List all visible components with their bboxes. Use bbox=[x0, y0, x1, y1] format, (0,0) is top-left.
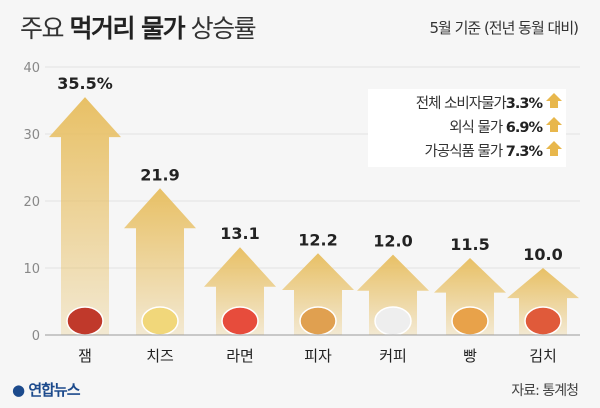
subtitle: 5월 기준 (전년 동월 대비) bbox=[429, 19, 579, 37]
bar-arrow bbox=[434, 257, 506, 335]
category-label: 김치 bbox=[529, 347, 557, 365]
page-title: 주요 먹거리 물가 상승률 bbox=[20, 14, 257, 43]
source-note: 자료: 통계청 bbox=[511, 383, 579, 399]
food-icon bbox=[221, 306, 259, 336]
y-tick-label: 20 bbox=[23, 195, 40, 210]
category-label: 치즈 bbox=[146, 347, 174, 365]
food-icon bbox=[66, 306, 104, 336]
data-label: 11.5 bbox=[450, 235, 489, 254]
legend-item: 외식 물가 6.9% bbox=[372, 116, 562, 140]
food-icon bbox=[374, 306, 412, 336]
bar-arrow bbox=[357, 254, 429, 335]
data-label: 35.5% bbox=[57, 74, 113, 93]
bar-arrow bbox=[49, 97, 121, 336]
brand-logo: ● 연합뉴스 bbox=[12, 381, 81, 399]
y-tick-label: 40 bbox=[23, 61, 40, 76]
up-arrow-icon bbox=[546, 117, 562, 132]
category-label: 라면 bbox=[226, 347, 254, 365]
category-label: 잼 bbox=[78, 347, 92, 365]
data-label: 10.0 bbox=[523, 245, 562, 264]
data-label: 12.2 bbox=[298, 230, 337, 249]
category-label: 빵 bbox=[463, 347, 477, 365]
category-label: 커피 bbox=[379, 347, 407, 365]
bar-arrow bbox=[204, 247, 276, 335]
data-label: 12.0 bbox=[373, 232, 412, 251]
category-label: 피자 bbox=[304, 347, 332, 365]
y-tick-label: 0 bbox=[32, 329, 40, 344]
legend-box: 전체 소비자물가3.3% 외식 물가 6.9% 가공식품 물가 7.3% bbox=[368, 89, 566, 167]
food-icon bbox=[524, 306, 562, 336]
data-label: 21.9 bbox=[140, 165, 179, 184]
y-tick-label: 30 bbox=[23, 128, 40, 143]
food-icon bbox=[141, 306, 179, 336]
legend-item: 가공식품 물가 7.3% bbox=[372, 140, 562, 164]
up-arrow-icon bbox=[546, 93, 562, 108]
bar-arrow bbox=[282, 253, 354, 335]
y-tick-label: 10 bbox=[23, 262, 40, 277]
food-icon bbox=[299, 306, 337, 336]
legend-item: 전체 소비자물가3.3% bbox=[372, 92, 562, 116]
bar-arrow bbox=[124, 188, 196, 335]
up-arrow-icon bbox=[546, 141, 562, 156]
data-label: 13.1 bbox=[220, 224, 259, 243]
food-icon bbox=[451, 306, 489, 336]
